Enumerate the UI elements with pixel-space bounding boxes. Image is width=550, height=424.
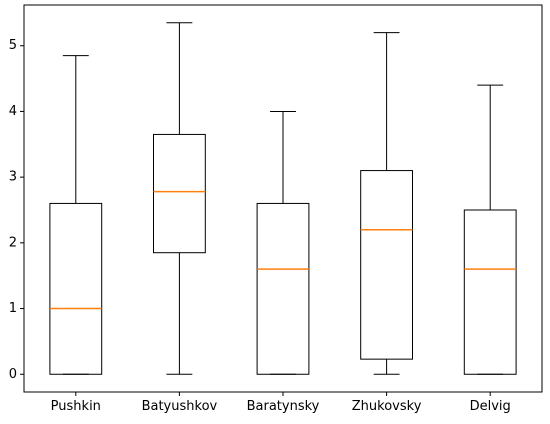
x-tick-label: Pushkin [51, 399, 101, 414]
iqr-box [463, 209, 517, 375]
y-tick-label: 2 [9, 235, 17, 250]
y-tick-label: 3 [9, 170, 17, 185]
iqr-box [360, 170, 414, 360]
iqr-box [49, 202, 103, 375]
iqr-box [153, 133, 206, 254]
plot-area: 0 1 2 3 4 5 Pushkin Batyushkov Baratynsky Zhukovs… [9, 22, 517, 414]
y-tick-label: 5 [9, 38, 17, 53]
x-tick-label: Zhukovsky [352, 399, 422, 414]
iqr-box [256, 202, 310, 375]
y-tick-label: 0 [9, 367, 17, 382]
y-tick-label: 4 [9, 104, 17, 119]
x-tick-label: Batyushkov [142, 399, 218, 414]
x-tick-label: Delvig [470, 399, 511, 414]
x-tick-label: Baratynsky [247, 399, 320, 414]
y-tick-label: 1 [9, 301, 17, 316]
axes-frame [23, 4, 543, 393]
